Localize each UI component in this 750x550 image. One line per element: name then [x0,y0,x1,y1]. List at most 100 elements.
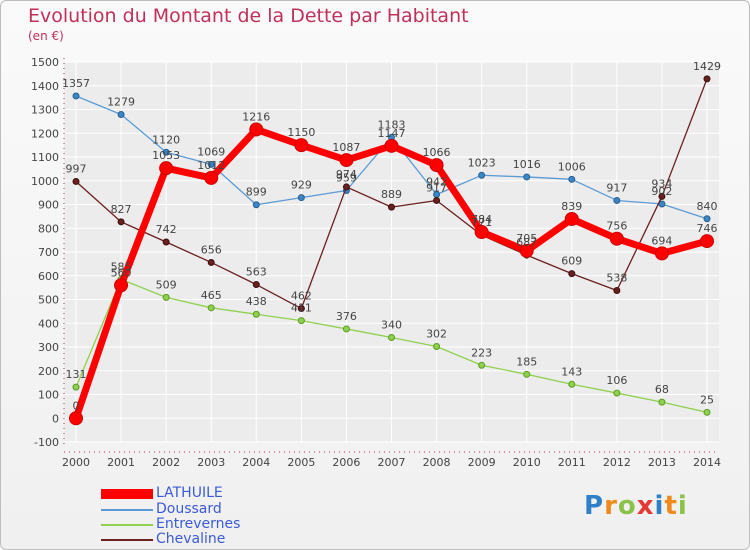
data-point-chevaline [613,286,621,294]
x-tick-label: 2012 [603,456,631,469]
data-label-doussard: 1023 [468,156,496,169]
data-point-doussard [478,171,486,179]
logo-letter: i [654,491,665,521]
y-tick-label: 0 [52,412,59,425]
y-tick-label: 1200 [31,127,59,140]
legend-label-lathuile: LATHUILE [156,485,223,501]
data-point-doussard [117,110,125,118]
logo-letter: P [584,491,605,521]
x-tick-label: 2003 [197,456,225,469]
data-label-lathuile: 746 [697,222,718,235]
data-label-doussard: 899 [246,186,267,199]
data-label-lathuile: 694 [651,234,672,247]
data-point-entrevernes [703,408,711,416]
data-point-doussard [162,148,170,156]
y-tick-label: 1300 [31,104,59,117]
data-label-doussard: 902 [651,185,672,198]
data-label-doussard: 917 [606,181,627,194]
data-point-chevaline [162,238,170,246]
data-label-chevaline: 742 [156,223,177,236]
data-label-chevaline: 563 [246,266,267,279]
data-point-doussard [72,92,80,100]
data-point-chevaline [297,305,305,313]
data-label-doussard: 840 [697,200,718,213]
x-tick-label: 2005 [287,456,315,469]
data-label-lathuile: 756 [606,220,627,233]
data-label-lathuile: 1147 [378,127,406,140]
legend-swatch-lathuile [101,489,153,499]
data-point-lathuile [609,231,624,246]
x-tick-label: 2010 [513,456,541,469]
data-label-lathuile: 1053 [152,149,180,162]
data-point-chevaline [207,258,215,266]
data-point-entrevernes [342,325,350,333]
data-label-lathuile: 1216 [242,110,270,123]
data-label-doussard: 1183 [378,118,406,131]
y-tick-label: 600 [38,270,59,283]
data-label-chevaline: 538 [606,271,627,284]
data-label-lathuile: 1087 [332,141,360,154]
logo-letter: r [604,491,618,521]
data-label-chevaline: 917 [426,181,447,194]
data-label-lathuile: 0 [73,399,80,412]
data-point-doussard [613,196,621,204]
data-label-doussard: 1279 [107,95,135,108]
data-point-lathuile [384,138,399,153]
data-label-chevaline: 462 [291,290,312,303]
data-point-entrevernes [478,361,486,369]
y-tick-label: 1000 [31,175,59,188]
data-label-doussard: 1006 [558,160,586,173]
data-point-entrevernes [523,370,531,378]
proxiti-logo: Proxiti [584,491,688,521]
data-label-entrevernes: 131 [66,368,87,381]
data-point-chevaline [388,203,395,211]
data-label-chevaline: 609 [561,255,582,268]
x-tick-label: 2008 [423,456,451,469]
data-label-chevaline: 771 [471,216,492,229]
y-tick-label: 700 [38,246,59,259]
data-label-entrevernes: 376 [336,310,357,323]
y-tick-label: 1500 [31,56,59,69]
x-tick-label: 2000 [62,456,90,469]
data-label-doussard: 942 [426,176,447,189]
data-label-chevaline: 687 [516,236,537,249]
data-point-lathuile [114,278,129,293]
legend-label-chevaline: Chevaline [156,531,226,547]
y-tick-label: 400 [38,317,59,330]
data-point-entrevernes [252,310,260,318]
data-point-entrevernes [433,343,441,351]
data-point-lathuile [429,158,444,173]
data-label-entrevernes: 340 [381,319,402,332]
data-label-chevaline: 974 [336,168,357,181]
x-tick-label: 2006 [332,456,360,469]
y-tick-label: 800 [38,222,59,235]
y-tick-label: 900 [38,199,59,212]
data-label-entrevernes: 106 [606,374,627,387]
data-point-entrevernes [162,293,170,301]
data-label-entrevernes: 68 [655,383,669,396]
x-tick-label: 2013 [648,456,676,469]
data-point-lathuile [249,122,264,137]
y-tick-label: 1100 [31,151,59,164]
data-point-entrevernes [568,380,576,388]
data-label-lathuile: 1066 [423,146,451,159]
data-label-lathuile: 839 [561,200,582,213]
data-point-entrevernes [297,317,305,325]
data-point-lathuile [204,170,219,185]
data-label-lathuile: 1150 [287,126,315,139]
data-point-lathuile [519,243,534,258]
y-tick-label: 100 [38,389,59,402]
data-point-lathuile [474,225,489,240]
data-point-lathuile [339,153,354,168]
logo-letter: x [636,491,655,521]
logo-letter: i [677,491,688,521]
data-point-lathuile [69,411,83,426]
data-point-lathuile [700,234,714,249]
x-tick-label: 2014 [693,456,721,469]
data-point-lathuile [294,138,309,153]
data-label-entrevernes: 302 [426,328,447,341]
data-label-entrevernes: 411 [291,302,312,315]
y-tick-label: 1400 [31,80,59,93]
